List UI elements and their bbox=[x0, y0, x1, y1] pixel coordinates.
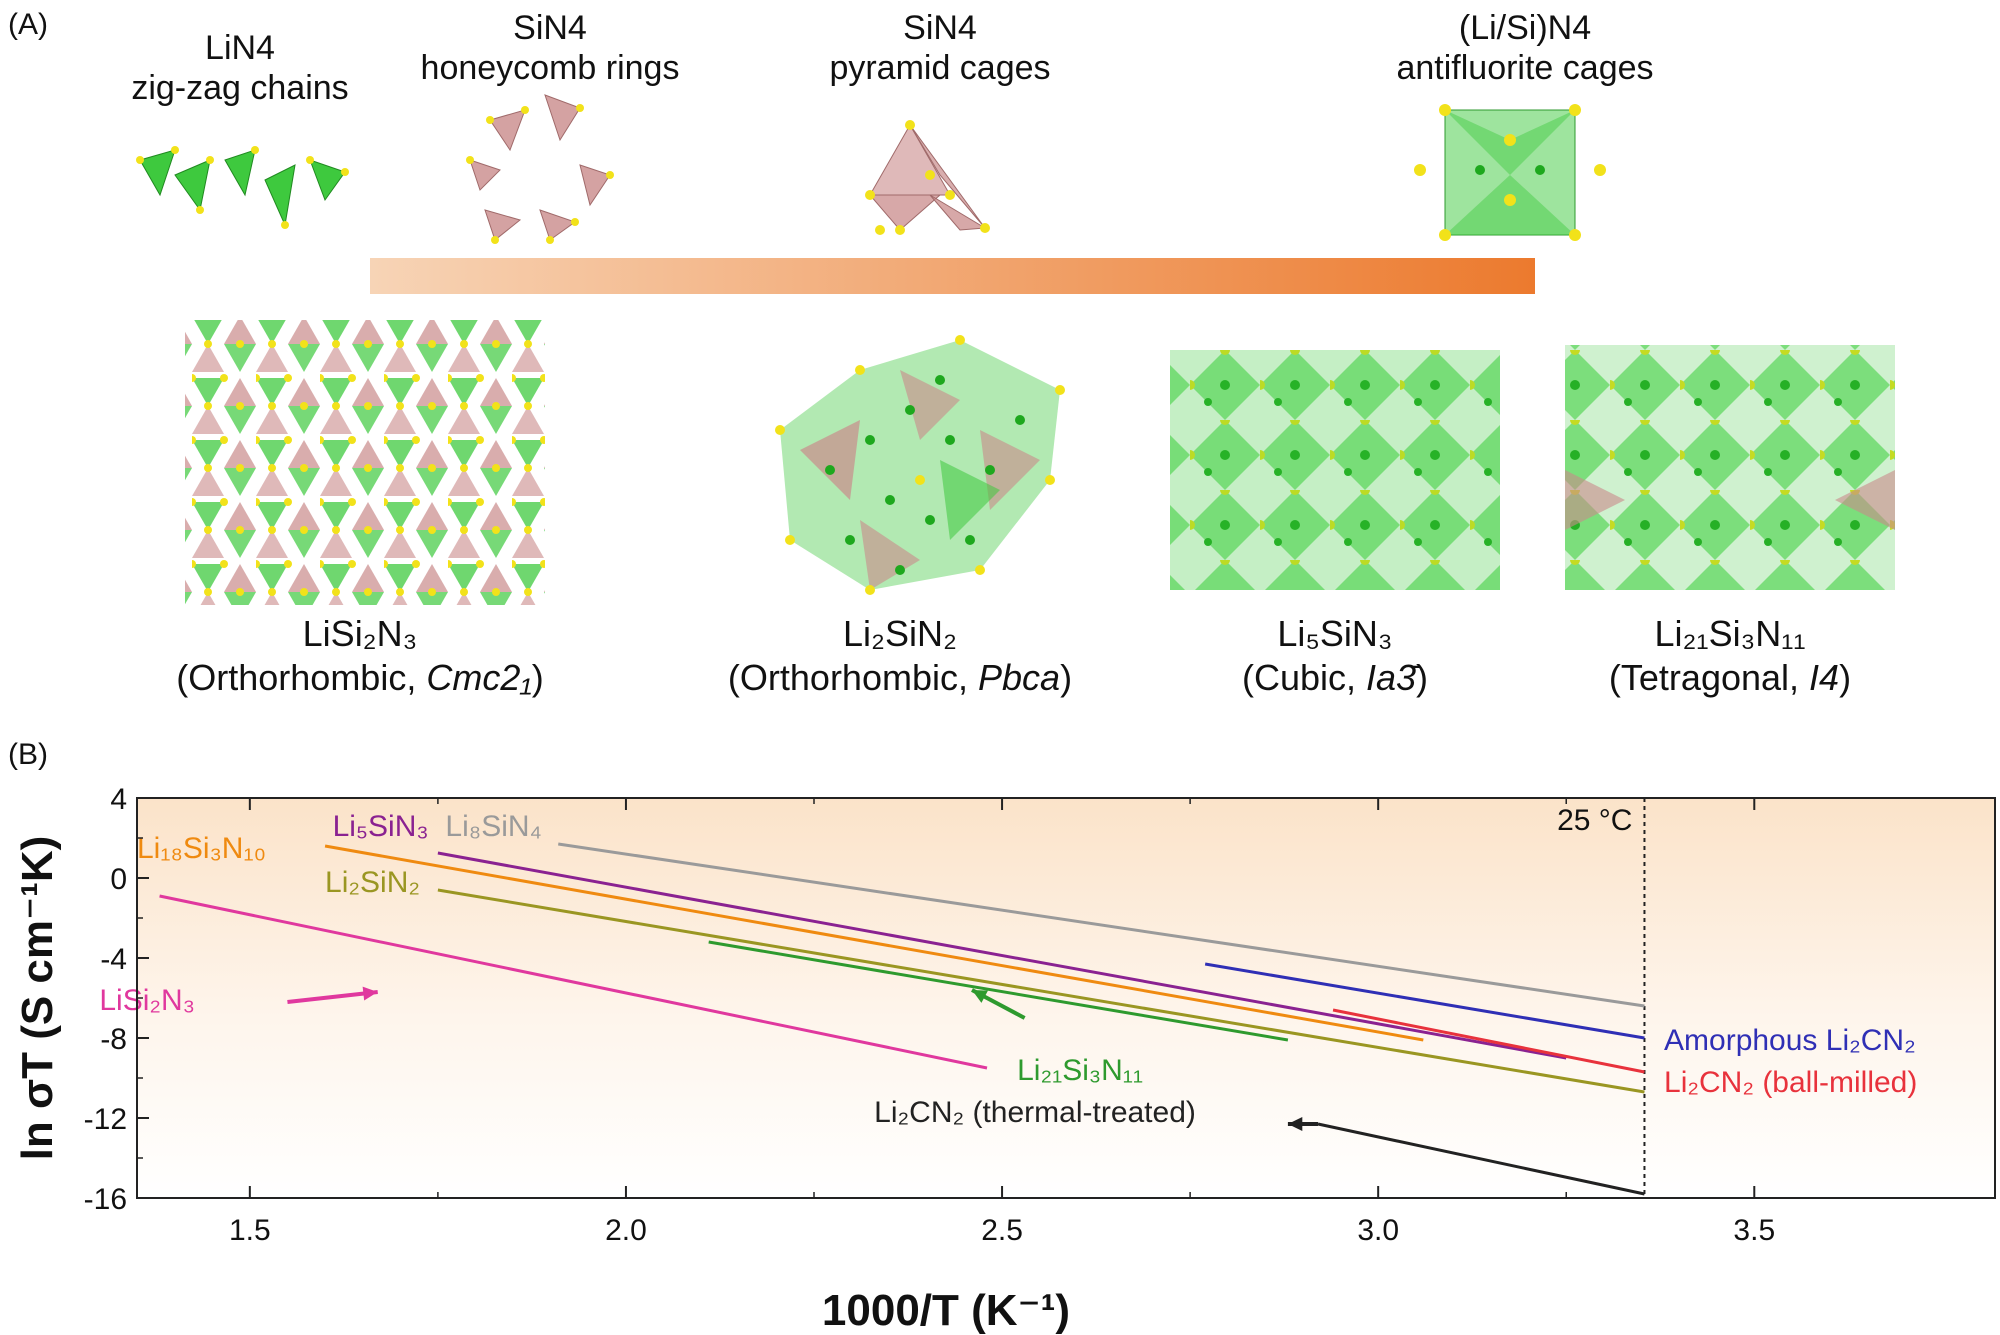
series-label: Amorphous Li₂CN₂ bbox=[1664, 1024, 1916, 1057]
series-label: Li₁₈Si₃N₁₀ bbox=[137, 832, 266, 865]
series-label: Li₅SiN₃ bbox=[333, 810, 429, 843]
structure-label-li5sin3: Li₅SiN₃ (Cubic, Ia3̄) bbox=[1170, 612, 1500, 700]
arrhenius-chart: 25 °C Li₈SiN₄ Li₅SiN₃ Li₁₈Si₃N₁₀ Li₂SiN₂ LiSi… bbox=[13, 783, 1996, 1335]
series-line bbox=[437, 851, 1567, 1060]
gradient-bar bbox=[370, 258, 1535, 294]
y-tick-label: -4 bbox=[100, 943, 127, 976]
x-tick-label: 2.5 bbox=[981, 1214, 1023, 1247]
structure-spacegroup: (Cubic, Ia3̄) bbox=[1241, 657, 1429, 698]
plot-background bbox=[137, 798, 1995, 1198]
series-line bbox=[708, 940, 1289, 1042]
panel-a-label: (A) bbox=[8, 8, 48, 41]
series-label: Li₂₁Si₃N₁₁ bbox=[1017, 1054, 1143, 1087]
motif-title-sin4-pyramid: SiN4 pyramid cages bbox=[790, 8, 1090, 88]
structure-formula: Li₅SiN₃ bbox=[1277, 613, 1393, 654]
series-line bbox=[1317, 1122, 1645, 1196]
series-label: Li₂CN₂ (thermal-treated) bbox=[874, 1096, 1196, 1129]
series-line bbox=[324, 844, 1424, 1042]
series-label: Li₈SiN₄ bbox=[445, 810, 541, 843]
sin4-honeycomb-ring bbox=[466, 94, 614, 244]
structure-spacegroup: (Orthorhombic, Pbca) bbox=[727, 657, 1073, 698]
y-tick-label: -16 bbox=[84, 1183, 127, 1216]
annotation-arrowhead bbox=[1287, 1117, 1303, 1131]
structure-formula: Li₂SiN₂ bbox=[843, 613, 957, 654]
x-tick-label: 3.5 bbox=[1733, 1214, 1775, 1247]
li2sin2-structure bbox=[775, 335, 1065, 595]
y-tick-label: 4 bbox=[110, 783, 127, 816]
x-axis-title: 1000/T (K⁻¹) bbox=[822, 1286, 1070, 1335]
motif-title-lin4: LiN4 zig-zag chains bbox=[90, 28, 390, 108]
x-tick-label: 1.5 bbox=[229, 1214, 271, 1247]
motif-title-line: zig-zag chains bbox=[131, 69, 349, 107]
room-temp-label: 25 °C bbox=[1557, 804, 1632, 837]
motif-title-line: antifluorite cages bbox=[1396, 49, 1654, 87]
y-tick-label: -12 bbox=[84, 1103, 127, 1136]
series-label: Li₂SiN₂ bbox=[325, 866, 420, 899]
y-axis-title: ln σT (S cm⁻¹K) bbox=[13, 836, 62, 1161]
series-line bbox=[1204, 962, 1645, 1040]
series-label: Li₂CN₂ (ball-milled) bbox=[1664, 1066, 1917, 1099]
series-line bbox=[159, 894, 988, 1070]
structure-formula: LiSi₂N₃ bbox=[302, 613, 418, 654]
annotation-arrowhead bbox=[971, 990, 988, 1003]
motif-title-antifluorite: (Li/Si)N4 antifluorite cages bbox=[1355, 8, 1695, 88]
li5sin3-structure bbox=[1170, 350, 1500, 590]
y-tick-label: 0 bbox=[110, 863, 127, 896]
annotation-arrow bbox=[287, 990, 378, 1004]
motif-title-line: honeycomb rings bbox=[420, 49, 680, 87]
structure-illustrations bbox=[136, 94, 1895, 605]
structure-spacegroup: (Orthorhombic, Cmc2₁) bbox=[176, 657, 544, 698]
lin4-zigzag-chains bbox=[136, 146, 349, 229]
motif-title-line: SiN4 bbox=[903, 9, 977, 47]
motif-title-sin4-rings: SiN4 honeycomb rings bbox=[390, 8, 710, 88]
sin4-pyramid-cage bbox=[865, 120, 990, 235]
structure-formula: Li₂₁Si₃N₁₁ bbox=[1654, 613, 1806, 654]
annotation-arrowhead bbox=[362, 986, 378, 1001]
x-tick-label: 3.0 bbox=[1357, 1214, 1399, 1247]
series-line bbox=[437, 888, 1645, 1094]
antifluorite-cage bbox=[1414, 104, 1606, 241]
structure-label-li2sin2: Li₂SiN₂ (Orthorhombic, Pbca) bbox=[690, 612, 1110, 700]
structure-label-li21si3n11: Li₂₁Si₃N₁₁ (Tetragonal, I4) bbox=[1560, 612, 1900, 700]
lisi2n3-lattice bbox=[185, 320, 545, 605]
structure-spacegroup: (Tetragonal, I4) bbox=[1608, 657, 1852, 698]
motif-title-line: (Li/Si)N4 bbox=[1458, 9, 1592, 47]
panel-b-label: (B) bbox=[8, 738, 48, 771]
motif-title-line: pyramid cages bbox=[829, 49, 1051, 87]
y-tick-label: -8 bbox=[100, 1023, 127, 1056]
motif-title-line: SiN4 bbox=[513, 9, 587, 47]
motif-title-line: LiN4 bbox=[205, 29, 275, 67]
structure-label-lisi2n3: LiSi₂N₃ (Orthorhombic, Cmc2₁) bbox=[140, 612, 580, 700]
li21si3n11-structure bbox=[1565, 345, 1895, 590]
series-line bbox=[1332, 1008, 1645, 1074]
series-label: LiSi₂N₃ bbox=[99, 984, 195, 1017]
series-line bbox=[558, 842, 1645, 1008]
x-tick-label: 2.0 bbox=[605, 1214, 647, 1247]
